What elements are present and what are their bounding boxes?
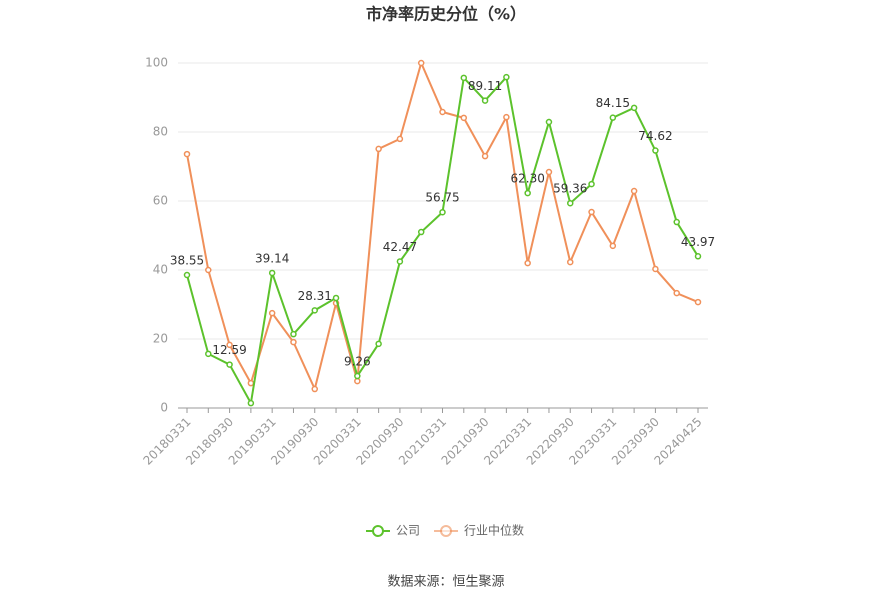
point [183,150,191,158]
point [247,399,255,407]
point [439,108,446,116]
data-label: 12.59 [212,343,246,357]
data-label: 56.75 [425,191,459,205]
point [694,298,702,306]
point [396,258,404,265]
data-label: 42.47 [383,240,417,254]
point [226,361,233,368]
data-label: 9.26 [344,355,371,369]
point [588,180,595,188]
chart-title: 市净率历史分位（%） [366,5,526,24]
point [630,187,638,195]
point [354,372,361,380]
legend-label: 行业中位数 [464,523,524,538]
data-label: 38.55 [170,254,204,268]
point [375,340,382,348]
point [396,135,404,143]
point [609,114,617,121]
point [268,309,276,317]
point [652,147,659,154]
point [417,228,425,236]
point [630,104,638,112]
point [524,189,531,197]
data-label: 89.11 [468,79,502,93]
point [545,118,553,126]
data-label: 43.97 [681,235,715,249]
y-tick-label: 20 [153,332,168,346]
data-label: 59.36 [553,182,587,196]
data-label: 28.31 [298,289,332,303]
point [354,377,361,385]
y-tick-label: 60 [153,194,168,208]
y-tick-label: 40 [153,263,168,277]
point [226,341,233,349]
legend-swatch [440,525,453,537]
point [673,218,680,226]
point [481,152,489,160]
point [268,269,276,277]
point [247,379,255,387]
point [460,74,468,82]
y-tick-label: 80 [153,125,168,139]
point [694,253,702,260]
point [545,168,553,176]
point [290,330,297,338]
point [311,385,318,393]
point [205,350,212,358]
point [460,114,468,122]
point [311,307,318,314]
legend-swatch [372,525,384,537]
point [332,294,340,302]
data-label: 62.30 [510,172,544,186]
series-line [186,74,699,407]
point [205,266,212,274]
point [481,97,489,104]
point [609,242,617,250]
legend-label: 公司 [396,524,420,538]
point [183,271,191,279]
point [503,113,510,121]
data-label: 74.62 [638,129,672,143]
point [567,258,574,266]
y-tick-label: 100 [145,56,168,70]
point [567,199,574,207]
y-tick-label: 0 [160,401,168,415]
point [439,208,446,216]
point [375,145,382,153]
point [588,208,595,216]
point [417,59,425,67]
data-label: 39.14 [255,251,289,265]
point [524,259,531,267]
point [290,338,297,346]
point [652,265,659,273]
point [673,289,680,297]
source: 数据来源：恒生聚源 [387,575,504,590]
data-label: 84.15 [596,96,630,110]
point [503,73,510,81]
